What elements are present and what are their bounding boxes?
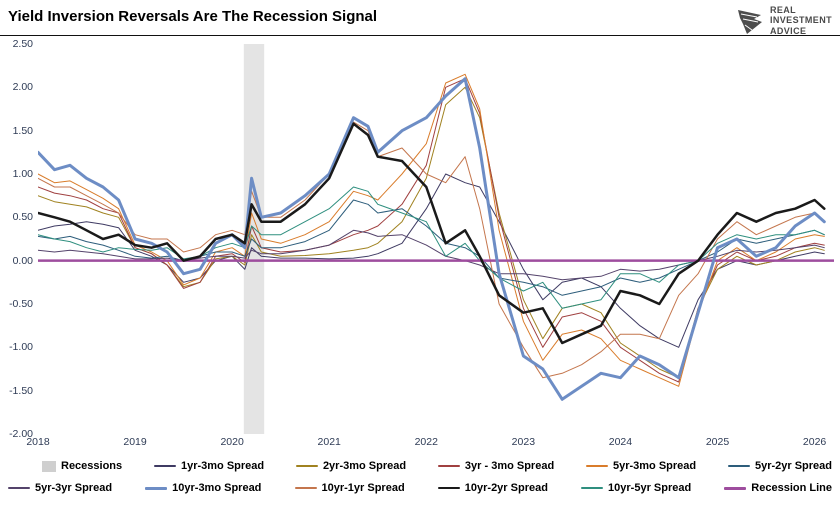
series-line [38,121,825,379]
x-axis-label: 2022 [414,436,438,448]
y-axis-label: 0.50 [12,211,33,224]
series-swatch [727,465,750,467]
chart-area: 2.50 2.00 1.50 1.00 0.50 0.00 -0.50 -1.00 -1.50 -… [0,38,840,440]
y-axis-label: -1.00 [9,341,33,354]
x-axis-label: 2018 [26,436,50,448]
legend-item: 5yr-3mo Spread [585,460,697,472]
header: Yield Inversion Reversals Are The Recess… [0,0,840,36]
x-axis-label: 2024 [608,436,633,448]
x-axis-label: 2021 [317,436,341,448]
y-axis-label: 2.50 [12,38,33,50]
series-swatch [437,465,460,467]
legend-item: 10yr-1yr Spread [294,482,405,494]
legend-item: 10yr-5yr Spread [581,482,691,494]
legend-item: 5yr-2yr Spread [727,460,832,472]
series-swatch [145,486,168,490]
x-axis-labels: 2018 2019 2020 2021 2022 2023 2024 2025 2026 [0,436,840,451]
legend-label: 5yr-3yr Spread [35,482,113,494]
x-axis-label: 2020 [220,436,244,448]
page-title: Yield Inversion Reversals Are The Recess… [8,8,378,25]
legend-label: 2yr-3mo Spread [322,460,407,472]
legend-label: 1yr-3mo Spread [180,460,265,472]
legend-item: 3yr - 3mo Spread [437,460,555,472]
series-line [38,86,825,379]
legend-row-1: Recessions 1yr-3mo Spread 2yr-3mo Spread 3y… [0,455,840,477]
series-line [38,173,825,348]
legend: Recessions 1yr-3mo Spread 2yr-3mo Spread 3y… [0,455,840,499]
legend-item: 10yr-3mo Spread [145,482,261,494]
legend-label: 5yr-3mo Spread [612,460,697,472]
legend-row-2: 5yr-3yr Spread 10yr-3mo Spread 10yr-1yr Sp… [0,477,840,499]
y-axis-label: 1.50 [12,124,33,137]
legend-label: 10yr-1yr Spread [321,482,405,494]
series-swatch [8,487,30,489]
legend-item: 1yr-3mo Spread [153,460,265,472]
series-swatch [295,465,318,467]
ria-logo-line2: INVESTMENT [769,15,832,26]
legend-item: Recession Line [724,482,832,494]
legend-label: 10yr-2yr Spread [464,482,548,494]
series-swatch [153,465,176,467]
legend-item: 10yr-2yr Spread [437,482,548,494]
ria-logo-text: REAL INVESTMENT ADVICE [770,5,832,36]
y-axis-label: 0.00 [12,254,33,267]
series-swatch [585,465,608,467]
ria-logo-line1: REAL [769,5,797,15]
y-axis-label: -2.00 [9,428,33,440]
ria-logo: REAL INVESTMENT ADVICE [735,5,832,36]
series-line [38,122,826,345]
x-axis-label: 2026 [802,436,827,448]
recessions-swatch [42,460,56,472]
y-axis-label: -1.50 [9,384,33,397]
series-swatch [581,487,604,489]
series-swatch [294,487,317,489]
y-axis-label: 2.00 [12,81,33,94]
x-axis-label: 2025 [705,436,730,448]
x-axis-label: 2023 [511,436,536,448]
legend-label: Recession Line [751,482,832,494]
series-line [38,186,825,309]
x-axis-label: 2019 [123,436,147,448]
y-axis-label: 1.00 [12,168,33,180]
series-swatch [437,486,460,490]
ria-logo-line3: ADVICE [769,25,807,36]
legend-label: Recessions [61,460,123,472]
legend-label: 3yr - 3mo Spread [464,460,555,472]
plot-svg [38,44,834,434]
ria-eagle-logo-icon [737,9,762,34]
legend-item: 2yr-3mo Spread [295,460,407,472]
legend-item: 5yr-3yr Spread [8,482,112,494]
legend-item: Recessions [42,460,122,472]
y-axis-label: -0.50 [9,298,33,310]
recession-line-swatch [724,486,747,490]
legend-label: 5yr-2yr Spread [754,460,832,472]
legend-label: 10yr-5yr Spread [608,482,692,494]
legend-label: 10yr-3mo Spread [172,482,262,494]
